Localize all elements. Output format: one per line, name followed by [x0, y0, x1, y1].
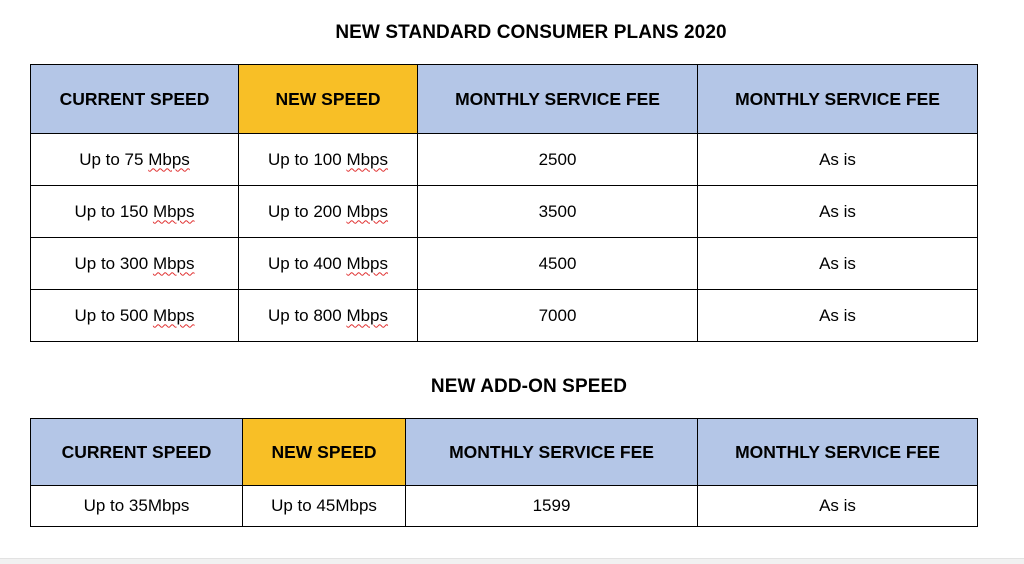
addon-speed-title: NEW ADD-ON SPEED: [430, 376, 628, 397]
cell-new-speed: Up to 800 Mbps: [238, 289, 418, 342]
table-header-row: CURRENT SPEED NEW SPEED MONTHLY SERVICE …: [30, 418, 978, 486]
header-monthly-service-fee-2: MONTHLY SERVICE FEE: [697, 418, 978, 486]
speed-value: Up to 800: [267, 305, 347, 325]
cell-new-speed: Up to 400 Mbps: [238, 237, 418, 290]
header-current-speed: CURRENT SPEED: [30, 64, 239, 134]
header-monthly-service-fee: MONTHLY SERVICE FEE: [405, 418, 698, 486]
cell-fee: 3500: [417, 185, 698, 238]
speed-unit: Mbps: [346, 201, 389, 221]
speed-unit: Mbps: [152, 305, 195, 325]
cell-current-speed: Up to 500 Mbps: [30, 289, 239, 342]
page-bottom-edge: [0, 558, 1024, 564]
cell-fee-2: As is: [697, 185, 978, 238]
header-new-speed: NEW SPEED: [242, 418, 406, 486]
speed-unit: Mbps: [346, 253, 389, 273]
speed-value: Up to 200: [267, 201, 347, 221]
speed-unit: Mbps: [148, 149, 190, 169]
cell-new-speed: Up to 45Mbps: [242, 485, 406, 527]
cell-current-speed: Up to 75 Mbps: [30, 133, 239, 186]
cell-new-speed: Up to 200 Mbps: [238, 185, 418, 238]
cell-current-speed: Up to 300 Mbps: [30, 237, 239, 290]
cell-fee: 7000: [417, 289, 698, 342]
cell-fee-2: As is: [697, 133, 978, 186]
speed-value: Up to 150: [74, 201, 153, 221]
speed-unit: Mbps: [346, 149, 389, 169]
speed-unit: Mbps: [346, 305, 389, 325]
cell-current-speed: Up to 150 Mbps: [30, 185, 239, 238]
cell-fee-2: As is: [697, 485, 978, 527]
cell-fee-2: As is: [697, 237, 978, 290]
speed-value: Up to 300: [74, 253, 153, 273]
cell-current-speed: Up to 35Mbps: [30, 485, 243, 527]
header-new-speed: NEW SPEED: [238, 64, 418, 134]
speed-value: Up to 100: [267, 149, 347, 169]
header-monthly-service-fee: MONTHLY SERVICE FEE: [417, 64, 698, 134]
cell-fee-2: As is: [697, 289, 978, 342]
speed-unit: Mbps: [152, 201, 195, 221]
table-row: Up to 75 Mbps Up to 100 Mbps 2500 As is: [30, 133, 978, 186]
table-header-row: CURRENT SPEED NEW SPEED MONTHLY SERVICE …: [30, 64, 978, 134]
table-row: Up to 300 Mbps Up to 400 Mbps 4500 As is: [30, 237, 978, 290]
table-row: Up to 150 Mbps Up to 200 Mbps 3500 As is: [30, 185, 978, 238]
header-current-speed: CURRENT SPEED: [30, 418, 243, 486]
standard-plans-table: CURRENT SPEED NEW SPEED MONTHLY SERVICE …: [30, 64, 978, 342]
cell-fee: 1599: [405, 485, 698, 527]
addon-speed-table: CURRENT SPEED NEW SPEED MONTHLY SERVICE …: [30, 418, 978, 527]
speed-value: Up to 75: [79, 149, 149, 169]
speed-value: Up to 400: [267, 253, 347, 273]
header-monthly-service-fee-2: MONTHLY SERVICE FEE: [697, 64, 978, 134]
cell-fee: 2500: [417, 133, 698, 186]
table-row: Up to 500 Mbps Up to 800 Mbps 7000 As is: [30, 289, 978, 342]
speed-value: Up to 500: [74, 305, 153, 325]
cell-fee: 4500: [417, 237, 698, 290]
speed-unit: Mbps: [152, 253, 195, 273]
cell-new-speed: Up to 100 Mbps: [238, 133, 418, 186]
standard-plans-title: NEW STANDARD CONSUMER PLANS 2020: [335, 22, 727, 43]
table-row: Up to 35Mbps Up to 45Mbps 1599 As is: [30, 485, 978, 527]
